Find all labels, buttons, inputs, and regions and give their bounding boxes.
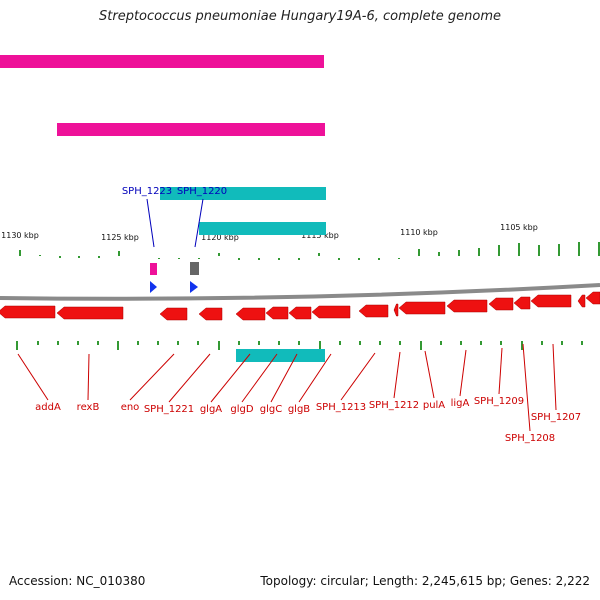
gene-label-sph-1221[interactable]: SPH_1221 — [144, 404, 194, 415]
cds-arrow[interactable] — [577, 294, 586, 308]
cds-arrow[interactable] — [288, 306, 312, 320]
gene-labels: SPH_1223 SPH_1220 addA rexB eno SPH_1221 glgA g… — [17, 186, 581, 444]
cds-arrow[interactable] — [488, 297, 514, 311]
cds-arrow[interactable] — [513, 296, 531, 310]
accession-label: Accession: NC_010380 — [9, 574, 146, 588]
label-leader-line — [270, 353, 298, 403]
blue-arrow[interactable] — [190, 281, 198, 293]
blue-arrow[interactable] — [150, 281, 157, 293]
tick-marks — [16, 242, 600, 350]
gene-label-sph-1208[interactable]: SPH_1208 — [505, 433, 555, 444]
gene-label-sph-1220[interactable]: SPH_1220 — [177, 186, 227, 197]
coordinate-label: 1110 kbp — [400, 228, 438, 237]
genome-backbone — [0, 283, 600, 301]
gene-label-sph-1213[interactable]: SPH_1213 — [316, 402, 366, 413]
label-leader-line — [552, 343, 557, 411]
cds-arrow[interactable] — [198, 307, 223, 321]
gene-label-pula[interactable]: pulA — [423, 400, 445, 411]
gene-label-rexb[interactable]: rexB — [77, 402, 100, 413]
genome-summary-label: Topology: circular; Length: 2,245,615 bp… — [260, 574, 590, 588]
coordinate-label: 1105 kbp — [500, 223, 538, 232]
gene-label-sph-1209[interactable]: SPH_1209 — [474, 396, 524, 407]
cds-arrow[interactable] — [446, 299, 488, 313]
coordinate-label: 1115 kbp — [301, 231, 339, 240]
gene-label-sph-1212[interactable]: SPH_1212 — [369, 400, 419, 411]
coordinate-label: 1130 kbp — [1, 231, 39, 240]
gene-label-glgc[interactable]: glgC — [260, 404, 282, 415]
coordinate-label: 1120 kbp — [201, 233, 239, 242]
label-leader-line — [194, 198, 204, 248]
label-leader-line — [210, 353, 251, 403]
cds-arrow[interactable] — [530, 294, 572, 308]
label-leader-line — [424, 350, 435, 399]
label-leader-line — [87, 353, 90, 401]
cds-arrow[interactable] — [159, 307, 188, 321]
gene-label-glgd[interactable]: glgD — [230, 404, 253, 415]
gene-label-glgb[interactable]: glgB — [288, 404, 310, 415]
label-leader-line — [459, 349, 467, 397]
gene-label-glga[interactable]: glgA — [200, 404, 222, 415]
coordinate-labels: 1130 kbp 1125 kbp 1120 kbp 1115 kbp 1110 kbp… — [1, 223, 538, 242]
feature-block[interactable] — [150, 263, 157, 275]
gene-label-eno[interactable]: eno — [121, 402, 140, 413]
feature-block[interactable] — [160, 187, 326, 200]
feature-block[interactable] — [57, 123, 325, 136]
cds-arrow[interactable] — [265, 306, 289, 320]
gene-label-sph-1207[interactable]: SPH_1207 — [531, 412, 581, 423]
feature-block[interactable] — [236, 349, 325, 362]
label-leader-line — [393, 351, 401, 399]
page-title: Streptococcus pneumoniae Hungary19A-6, c… — [99, 9, 501, 24]
feature-track — [0, 55, 600, 362]
label-leader-line — [241, 353, 278, 403]
label-leader-line — [168, 353, 211, 403]
feature-block[interactable] — [190, 262, 199, 275]
cds-arrow[interactable] — [585, 291, 600, 305]
cds-arrow[interactable] — [393, 303, 399, 317]
backbone-arc — [0, 283, 600, 301]
label-leader-line — [17, 353, 49, 401]
feature-block[interactable] — [0, 55, 324, 68]
label-leader-line — [129, 353, 175, 401]
label-leader-line — [340, 352, 376, 401]
gene-label-adda[interactable]: addA — [35, 402, 61, 413]
gene-label-liga[interactable]: ligA — [451, 398, 470, 409]
gene-label-sph-1223[interactable]: SPH_1223 — [122, 186, 172, 197]
cds-arrow[interactable] — [0, 305, 56, 319]
cds-arrow[interactable] — [235, 307, 266, 321]
cds-arrow[interactable] — [358, 304, 389, 318]
label-leader-line — [498, 347, 503, 395]
coordinate-label: 1125 kbp — [101, 233, 139, 242]
label-leader-line — [522, 343, 531, 432]
label-leader-line — [146, 198, 155, 248]
feature-block[interactable] — [199, 222, 326, 235]
label-leader-line — [298, 353, 332, 403]
cds-arrow[interactable] — [56, 306, 124, 320]
cds-arrow[interactable] — [311, 305, 351, 319]
cds-arrow[interactable] — [398, 301, 446, 315]
